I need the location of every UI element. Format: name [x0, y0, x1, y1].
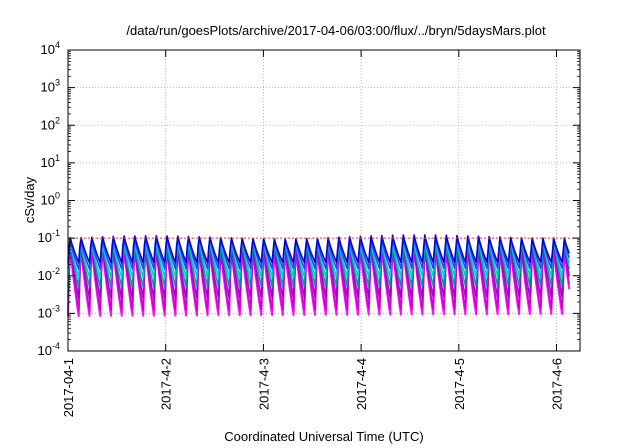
x-axis: 2017-04-1 2017-4-2 2017-4-3 2017-4-4 2017-4-…: [61, 50, 565, 417]
x-tick-label: 2017-4-4: [354, 358, 369, 410]
y-axis: 10-4 10-3 10-2 10-1 100 101 102 103 104: [38, 40, 580, 358]
chart-title: /data/run/goesPlots/archive/2017-04-06/0…: [126, 23, 546, 38]
y-tick-label: 10-4: [38, 341, 60, 358]
y-tick-label: 103: [41, 78, 60, 95]
y-axis-label: cSv/day: [22, 176, 37, 223]
series-layer: [67, 234, 571, 317]
y-tick-label: 102: [41, 115, 60, 132]
x-tick-label: 2017-4-3: [256, 358, 271, 410]
y-tick-label: 101: [41, 153, 60, 170]
y-tick-label: 100: [41, 191, 60, 208]
series-line-7: [67, 234, 570, 264]
y-tick-label: 104: [41, 40, 60, 57]
x-tick-label: 2017-4-2: [159, 358, 174, 410]
y-tick-label: 10-3: [38, 303, 60, 320]
x-axis-label: Coordinated Universal Time (UTC): [224, 429, 423, 444]
x-tick-label: 2017-4-6: [550, 358, 565, 410]
series-line-6: [67, 235, 570, 270]
y-tick-label: 10-2: [38, 266, 60, 283]
y-tick-label: 10-1: [38, 228, 60, 245]
x-tick-label: 2017-04-1: [61, 358, 76, 417]
x-tick-label: 2017-4-5: [452, 358, 467, 410]
